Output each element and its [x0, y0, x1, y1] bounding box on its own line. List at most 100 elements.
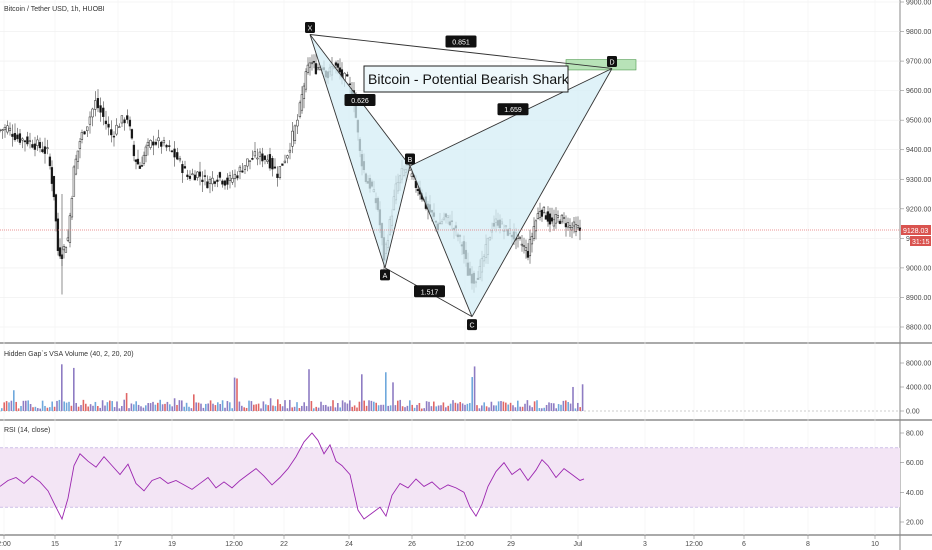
candle-body — [526, 250, 530, 258]
volume-bar — [399, 399, 401, 411]
bcd-triangle[interactable] — [410, 68, 612, 317]
volume-bar — [562, 400, 565, 411]
volume-bar — [133, 404, 135, 411]
candle-body — [183, 166, 187, 169]
volume-bar — [209, 400, 212, 411]
volume-bar — [37, 408, 39, 411]
candle-body — [112, 135, 116, 138]
price-tick-label: 9000.00 — [906, 265, 931, 272]
candle-body — [186, 174, 189, 178]
candle-body — [118, 126, 121, 128]
candle-body — [310, 62, 314, 65]
volume-bar — [337, 403, 339, 411]
annotation-box[interactable] — [363, 65, 569, 93]
volume-bar — [457, 403, 459, 411]
volume-bar — [581, 384, 584, 411]
volume-bar — [75, 402, 77, 411]
candle-body — [152, 141, 155, 146]
pattern-leg[interactable] — [309, 34, 613, 69]
volume-bar — [49, 407, 51, 411]
candle-body — [83, 131, 86, 135]
volume-bar — [423, 408, 425, 411]
candle-body — [261, 153, 264, 162]
volume-bar — [56, 400, 58, 411]
volume-bar — [267, 405, 269, 411]
volume-bar — [82, 399, 85, 411]
volume-bar — [65, 402, 68, 411]
current-price-badge — [901, 225, 931, 235]
volume-bar — [171, 406, 173, 411]
pattern-leg[interactable] — [309, 34, 386, 269]
ratio-label-bg — [344, 94, 376, 106]
pattern-leg[interactable] — [471, 68, 613, 317]
volume-bar — [435, 406, 437, 411]
candle-body — [291, 130, 294, 147]
candle-body — [62, 246, 66, 251]
candle-body — [126, 115, 129, 120]
point-marker-a[interactable] — [380, 269, 390, 281]
volume-bar — [553, 403, 555, 411]
volume-bar — [159, 399, 161, 411]
volume-bar — [389, 405, 392, 411]
candle-body — [570, 226, 574, 231]
volume-bar — [5, 401, 8, 411]
volume-bar — [538, 408, 541, 411]
volume-bar — [313, 408, 315, 411]
candle-body — [128, 119, 132, 127]
volume-bar — [315, 406, 317, 411]
volume-bar — [332, 400, 334, 411]
volume-bar — [533, 401, 536, 411]
volume-bar — [416, 404, 418, 411]
candle-body — [38, 142, 42, 149]
pattern-leg[interactable] — [409, 68, 613, 167]
point-marker-x[interactable] — [305, 22, 315, 33]
volume-bar — [80, 405, 82, 411]
pattern-leg[interactable] — [409, 165, 473, 317]
volume-bar — [245, 407, 248, 411]
volume-bar — [351, 406, 353, 411]
price-axis[interactable]: 9900.00 9800.00 9700.00 9600.00 9500.00 9400.… — [900, 0, 931, 527]
volume-bar — [27, 400, 29, 411]
candle-body — [246, 158, 249, 167]
candle-body — [410, 173, 414, 177]
point-marker-b[interactable] — [405, 153, 415, 165]
volume-bar — [183, 406, 185, 411]
time-axis[interactable]: 2:00 15 17 19 12:00 22 24 26 12:00 29 Jul 3 12:00 6 8 1… — [0, 535, 879, 548]
volume-bar — [349, 400, 351, 411]
ratio-label-bg — [445, 35, 477, 48]
volume-bar — [154, 404, 157, 411]
candle-body — [130, 129, 134, 139]
volume-bar — [449, 403, 452, 411]
volume-bar — [447, 405, 449, 411]
candle-body — [231, 177, 234, 183]
volume-bar — [164, 403, 166, 411]
point-marker-d[interactable] — [607, 55, 617, 67]
volume-bar — [397, 400, 399, 411]
volume-bar — [202, 407, 205, 411]
harmonic-pattern[interactable]: 0.851 0.626 1.659 1.517 X A B C D — [305, 22, 637, 331]
candle-body — [203, 175, 207, 177]
volume-bar — [123, 399, 125, 411]
time-tick-label: 24 — [345, 541, 353, 548]
volume-bar — [61, 364, 63, 411]
candle-body — [136, 158, 140, 165]
point-marker-c[interactable] — [467, 319, 477, 331]
candle-body — [251, 158, 254, 160]
candle-body — [528, 239, 532, 257]
candle-body — [572, 221, 576, 227]
volume-bar — [32, 407, 34, 411]
volume-pane[interactable] — [0, 344, 932, 419]
target-zone[interactable] — [565, 59, 637, 71]
volume-bar — [557, 404, 560, 411]
rsi-tick-label: 60.00 — [906, 460, 924, 467]
volume-bar — [531, 407, 533, 411]
xab-triangle[interactable] — [310, 34, 410, 268]
volume-bar — [241, 405, 243, 411]
volume-bar — [17, 408, 20, 411]
time-tick-label: 12:00 — [456, 541, 474, 548]
candle-body — [48, 156, 52, 167]
volume-bar — [406, 405, 409, 411]
volume-bar — [543, 407, 545, 411]
pattern-leg[interactable] — [384, 165, 411, 269]
